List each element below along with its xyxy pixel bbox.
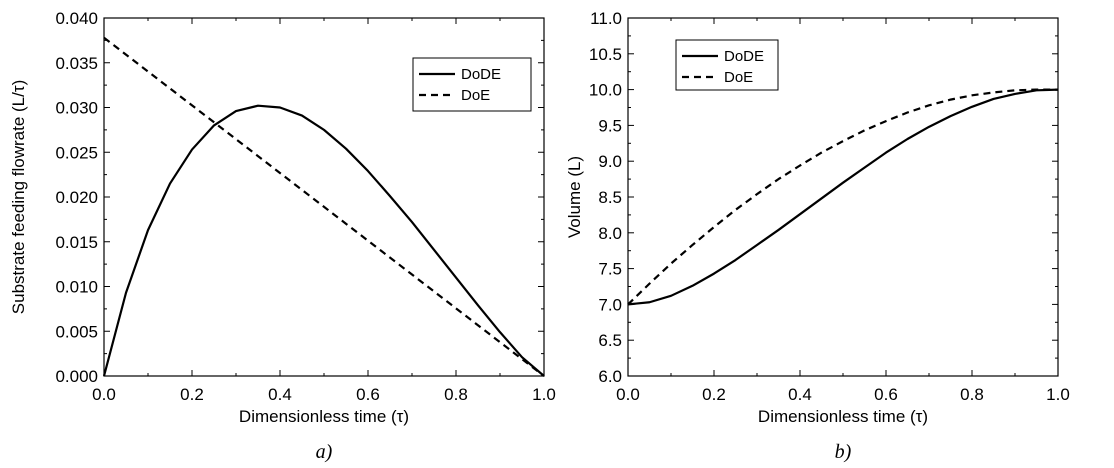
- x-tick-label: 1.0: [1046, 385, 1070, 404]
- x-tick-label: 0.8: [960, 385, 984, 404]
- x-tick-label: 0.8: [444, 385, 468, 404]
- series-line-doe: [103, 36, 545, 377]
- series-line-dode: [102, 104, 545, 377]
- x-tick-label: 0.2: [702, 385, 726, 404]
- y-tick-label: 0.020: [55, 188, 98, 207]
- y-tick-label: 10.0: [589, 81, 622, 100]
- y-tick-label: 11.0: [590, 9, 622, 28]
- x-tick-label: 0.4: [268, 385, 292, 404]
- y-tick-label: 8.0: [598, 224, 622, 243]
- y-tick-label: 8.5: [598, 188, 622, 207]
- x-tick-label: 1.0: [532, 385, 556, 404]
- y-tick-label: 9.5: [598, 116, 622, 135]
- y-axis-label: Substrate feeding flowrate (L/τ): [9, 80, 28, 314]
- y-tick-label: 0.035: [55, 54, 98, 73]
- x-tick-label: 0.6: [356, 385, 380, 404]
- series-line-dode: [627, 88, 1059, 306]
- y-tick-label: 6.0: [598, 367, 622, 386]
- y-tick-label: 9.0: [598, 152, 622, 171]
- y-tick-label: 0.005: [55, 322, 98, 341]
- legend-label: DoDE: [724, 48, 764, 65]
- y-tick-label: 0.010: [55, 278, 98, 297]
- legend-label: DoDE: [461, 66, 501, 83]
- y-tick-label: 0.040: [55, 9, 98, 28]
- x-tick-label: 0.0: [92, 385, 116, 404]
- y-tick-label: 0.030: [55, 99, 98, 118]
- y-tick-label: 7.5: [598, 260, 622, 279]
- legend-label: DoE: [724, 69, 753, 86]
- x-tick-label: 0.0: [616, 385, 640, 404]
- panel-label: a): [316, 441, 333, 463]
- x-tick-label: 0.4: [788, 385, 812, 404]
- y-tick-label: 0.025: [55, 143, 98, 162]
- x-axis-label: Dimensionless time (τ): [758, 407, 928, 426]
- y-tick-label: 10.5: [589, 45, 622, 64]
- x-axis-label: Dimensionless time (τ): [239, 407, 409, 426]
- x-tick-label: 0.2: [180, 385, 204, 404]
- legend-label: DoE: [461, 87, 490, 104]
- y-axis-label: Volume (L): [565, 156, 584, 238]
- series-line-doe: [627, 88, 1058, 306]
- y-tick-label: 0.015: [55, 233, 98, 252]
- y-tick-label: 0.000: [55, 367, 98, 386]
- y-tick-label: 7.0: [598, 295, 622, 314]
- panel-label: b): [835, 441, 852, 463]
- legend-box: [675, 39, 779, 91]
- x-tick-label: 0.6: [874, 385, 898, 404]
- legend-box: [412, 57, 532, 112]
- y-tick-label: 6.5: [598, 331, 622, 350]
